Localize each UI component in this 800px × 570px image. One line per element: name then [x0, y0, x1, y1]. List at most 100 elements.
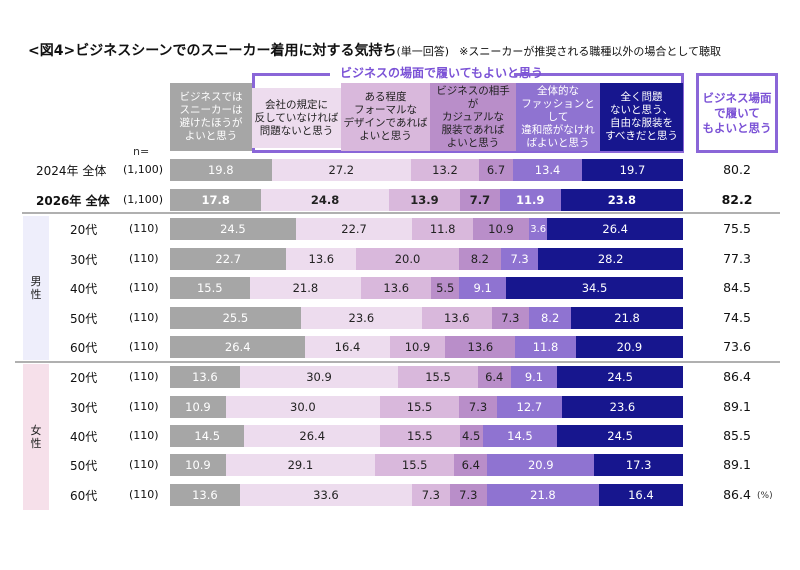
- bar-value-label: 22.7: [215, 252, 242, 266]
- bar-segment-series-5: 12.7: [496, 396, 562, 418]
- bar-value-label: 13.6: [192, 370, 218, 384]
- row-label: 60代: [70, 341, 98, 355]
- bar-value-label: 21.8: [292, 281, 319, 295]
- bar-segment-series-1: 22.7: [170, 248, 287, 270]
- bar-value-label: 9.1: [473, 281, 492, 295]
- row-total-value: 75.5: [723, 221, 751, 236]
- bar-segment-series-4: 5.5: [431, 277, 460, 299]
- bar-segment-series-1: 19.8: [170, 159, 272, 181]
- bar-value-label: 10.9: [488, 222, 514, 236]
- bar-segment-series-1: 26.4: [170, 336, 306, 358]
- bar-segment-series-1: 17.8: [170, 189, 262, 211]
- row-sample-size: (110): [129, 458, 159, 471]
- group-separator: [15, 361, 780, 363]
- series-header-1: ビジネスでは スニーカーは 避けたほうが よいと思う: [170, 83, 252, 151]
- row-sample-size: (110): [129, 488, 159, 501]
- bar-value-label: 33.6: [313, 488, 339, 502]
- bar-value-label: 26.4: [299, 429, 326, 443]
- bar-segment-series-3: 20.0: [356, 248, 459, 270]
- bar-segment-series-4: 4.5: [459, 425, 483, 447]
- bar-segment-series-1: 25.5: [170, 307, 301, 329]
- row-sample-size: (110): [129, 400, 159, 413]
- bar-value-label: 10.9: [404, 340, 431, 354]
- bar-segment-series-5: 13.4: [513, 159, 582, 181]
- gender-label-male: 男性: [23, 216, 49, 360]
- bar-segment-series-6: 24.5: [557, 366, 683, 388]
- bar-value-label: 7.3: [510, 252, 529, 266]
- bar-segment-series-2: 13.6: [286, 248, 357, 270]
- bar-value-label: 24.5: [220, 222, 246, 236]
- row-label: 2024年 全体: [36, 164, 107, 178]
- bar-segment-series-4: 7.7: [460, 189, 500, 211]
- bar-value-label: 28.2: [597, 252, 624, 266]
- group-separator: [22, 212, 780, 214]
- bar-value-label: 13.6: [467, 340, 494, 354]
- bar-value-label: 3.6: [530, 223, 547, 235]
- row-total-value: 89.1: [723, 399, 751, 414]
- bar-segment-series-5: 11.8: [515, 336, 576, 358]
- row-label: 30代: [70, 401, 98, 415]
- row-sample-size: (110): [129, 340, 159, 353]
- bar-segment-series-4: 6.4: [454, 454, 488, 476]
- bar-segment-series-6: 24.5: [557, 425, 683, 447]
- row-total-value: 89.1: [723, 457, 751, 472]
- bar-segment-series-3: 11.8: [412, 218, 473, 240]
- row-sample-size: (110): [129, 281, 159, 294]
- bar-value-label: 30.0: [290, 400, 316, 414]
- bar-value-label: 13.6: [443, 311, 470, 325]
- bar-segment-series-5: 14.5: [482, 425, 558, 447]
- bar-value-label: 13.2: [432, 163, 458, 177]
- series-header-3: ある程度 フォーマルな デザインであれば よいと思う: [341, 83, 430, 151]
- row-label: 40代: [70, 430, 98, 444]
- bar-value-label: 8.2: [470, 252, 489, 266]
- bar-value-label: 6.7: [486, 163, 506, 177]
- bar-value-label: 9.1: [524, 370, 544, 384]
- bar-segment-series-6: 23.6: [561, 396, 683, 418]
- row-total-value: 84.5: [723, 280, 751, 295]
- total-header-label: ビジネス場面 で履いて もよいと思う: [702, 90, 772, 135]
- row-total-value: 85.5: [723, 428, 751, 443]
- bar-value-label: 16.4: [628, 488, 654, 502]
- row-total-value: 77.3: [723, 251, 751, 266]
- bar-segment-series-3: 13.6: [361, 277, 432, 299]
- bar-segment-series-5: 21.8: [487, 484, 599, 506]
- bar-segment-series-3: 13.6: [421, 307, 492, 329]
- row-label: 20代: [70, 223, 98, 237]
- bar-value-label: 15.5: [425, 370, 451, 384]
- chart-title-main: <図4>ビジネスシーンでのスニーカー着用に対する気持ち: [28, 43, 397, 59]
- row-sample-size: (110): [129, 311, 159, 324]
- bar-value-label: 15.5: [196, 281, 223, 295]
- row-label: 40代: [70, 282, 98, 296]
- bar-value-label: 24.8: [310, 193, 340, 207]
- row-label: 60代: [70, 489, 98, 503]
- bar-segment-series-5: 8.2: [529, 307, 572, 329]
- bar-segment-series-4: 8.2: [458, 248, 501, 270]
- bar-value-label: 5.5: [436, 281, 455, 295]
- bar-segment-series-2: 22.7: [295, 218, 413, 240]
- bar-segment-series-1: 14.5: [170, 425, 245, 447]
- bar-segment-series-4: 10.9: [472, 218, 529, 240]
- bar-segment-series-6: 34.5: [506, 277, 683, 299]
- bar-segment-series-2: 33.6: [239, 484, 413, 506]
- chart-title-sub: (単一回答): [396, 45, 450, 58]
- row-total-value: 80.2: [723, 162, 751, 177]
- bar-segment-series-5: 9.1: [510, 366, 558, 388]
- gender-label-female: 女性: [23, 364, 49, 510]
- bar-value-label: 11.8: [429, 222, 456, 236]
- bar-segment-series-2: 26.4: [244, 425, 381, 447]
- series-header-4: ビジネスの相手が カジュアルな 服装であれば よいと思う: [430, 83, 516, 151]
- bar-segment-series-1: 13.6: [170, 484, 240, 506]
- bar-segment-series-5: 7.3: [500, 248, 539, 270]
- bar-value-label: 15.5: [407, 429, 433, 443]
- bar-value-label: 4.5: [462, 429, 481, 443]
- bar-segment-series-4: 6.7: [478, 159, 514, 181]
- bar-value-label: 26.4: [602, 222, 628, 236]
- series-header-6: 全く問題 ないと思う、 自由な服装を すべきだと思う: [600, 83, 683, 151]
- bar-value-label: 14.5: [194, 429, 221, 443]
- bar-value-label: 7.7: [469, 193, 491, 207]
- bar-segment-series-4: 7.3: [449, 484, 488, 506]
- row-sample-size: (110): [129, 429, 159, 442]
- bar-segment-series-3: 15.5: [398, 366, 478, 388]
- bar-segment-series-1: 15.5: [170, 277, 250, 299]
- bar-segment-series-3: 13.2: [411, 159, 479, 181]
